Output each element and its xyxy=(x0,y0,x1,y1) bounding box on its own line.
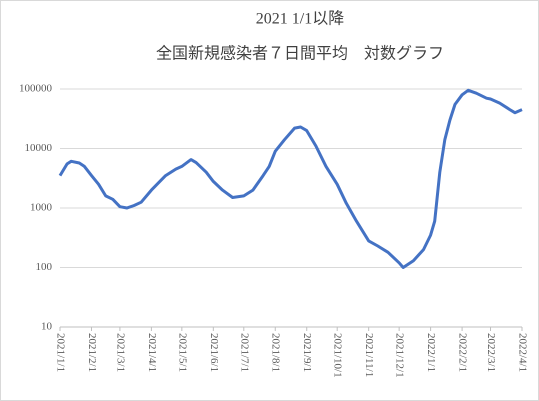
x-tick-label: 2021/7/1 xyxy=(238,333,250,372)
chart-subtitle: 全国新規感染者７日間平均 対数グラフ xyxy=(156,45,444,63)
x-tick-label: 2021/12/1 xyxy=(394,333,406,378)
x-tick-label: 2021/2/1 xyxy=(86,333,98,372)
x-tick-label: 2021/6/1 xyxy=(208,333,220,372)
x-tick-label: 2021/4/1 xyxy=(146,333,158,372)
x-tick-label: 2021/8/1 xyxy=(270,333,282,372)
x-tick-label: 2021/9/1 xyxy=(301,333,313,372)
data-line xyxy=(58,88,523,269)
x-tick-label: 2021/3/1 xyxy=(114,333,126,372)
x-tick-label: 2021/5/1 xyxy=(176,333,188,372)
x-tick-label: 2022/2/1 xyxy=(457,333,469,372)
x-tick-label: 2021/11/1 xyxy=(363,333,375,377)
chart-title: 2021 1/1以降 xyxy=(256,10,344,28)
y-tick-label: 100 xyxy=(36,261,53,273)
x-tick-label: 2021/1/1 xyxy=(54,333,66,372)
y-tick-label: 1000 xyxy=(30,202,53,214)
y-tick-label: 10 xyxy=(41,321,53,333)
x-tick-label: 2022/3/1 xyxy=(485,333,497,372)
y-tick-label: 100000 xyxy=(19,83,53,95)
y-tick-label: 10000 xyxy=(25,142,53,154)
x-tick-label: 2021/10/1 xyxy=(332,333,344,378)
x-tick-label: 2022/4/1 xyxy=(516,333,528,372)
x-tick-label: 2022/1/1 xyxy=(425,333,437,372)
